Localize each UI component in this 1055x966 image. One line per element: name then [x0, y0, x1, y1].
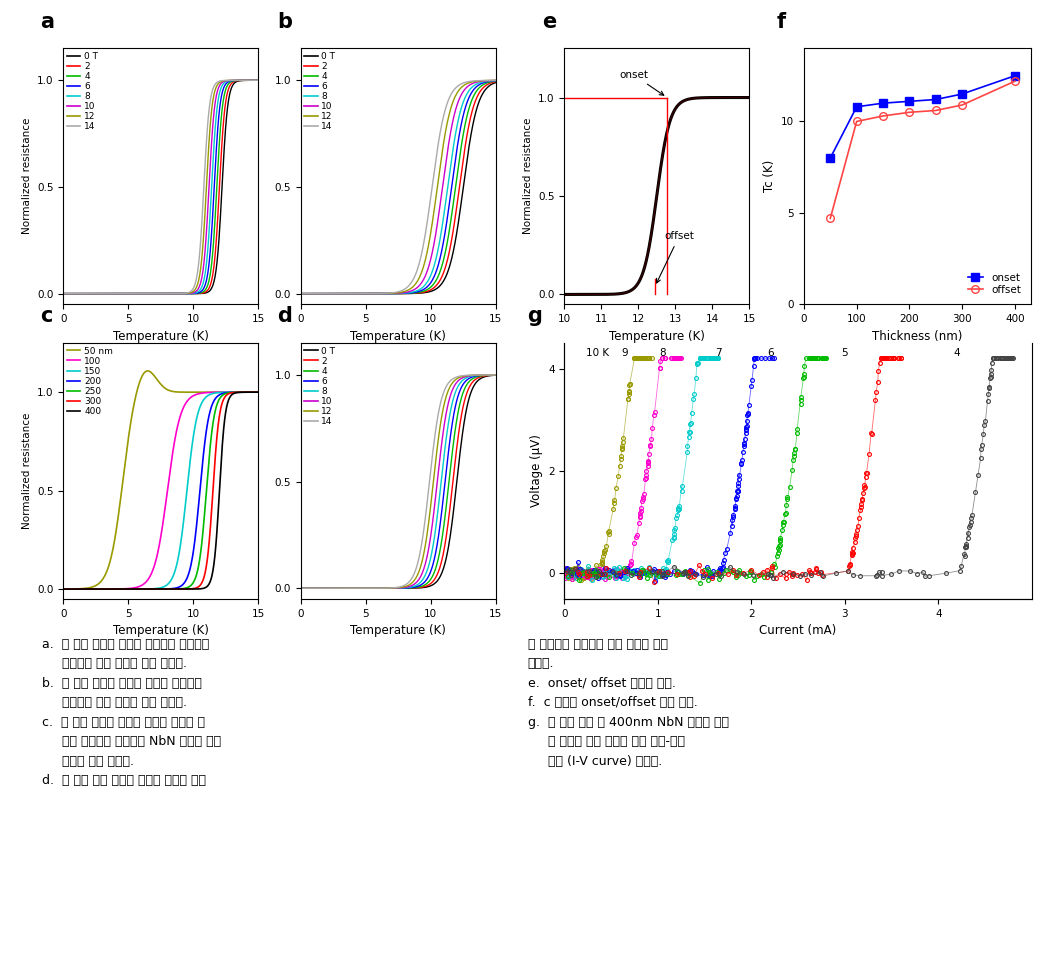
- Text: 10 K: 10 K: [586, 348, 609, 357]
- onset: [877, 98, 889, 109]
- onset: [824, 153, 837, 164]
- X-axis label: Temperature (K): Temperature (K): [609, 329, 705, 343]
- onset: [850, 101, 863, 113]
- X-axis label: Temperature (K): Temperature (K): [350, 329, 446, 343]
- Text: 7: 7: [715, 348, 722, 357]
- Y-axis label: Tc (K): Tc (K): [763, 160, 775, 192]
- Legend: 0 T, 2, 4, 6, 8, 10, 12, 14: 0 T, 2, 4, 6, 8, 10, 12, 14: [66, 51, 99, 132]
- Text: 서 나타나는 자기장에 따른 초전도 전이
그래프.
e.  onset/ offset 온도의 정의.
f.  c 자료의 onset/offset 온도 자: 서 나타나는 자기장에 따른 초전도 전이 그래프. e. onset/ off…: [528, 638, 729, 768]
- Text: d: d: [277, 306, 292, 327]
- Text: a: a: [40, 12, 54, 32]
- Legend: 0 T, 2, 4, 6, 8, 10, 12, 14: 0 T, 2, 4, 6, 8, 10, 12, 14: [304, 346, 337, 427]
- Text: b: b: [277, 12, 292, 32]
- X-axis label: Current (mA): Current (mA): [760, 624, 837, 638]
- Text: e: e: [542, 12, 557, 32]
- Text: 6: 6: [767, 348, 773, 357]
- X-axis label: Temperature (K): Temperature (K): [113, 329, 209, 343]
- Legend: 0 T, 2, 4, 6, 8, 10, 12, 14: 0 T, 2, 4, 6, 8, 10, 12, 14: [304, 51, 337, 132]
- Text: g: g: [528, 306, 542, 327]
- Text: 9: 9: [621, 348, 629, 357]
- offset: [956, 99, 968, 111]
- offset: [1009, 75, 1021, 87]
- offset: [824, 213, 837, 224]
- onset: [1009, 70, 1021, 81]
- X-axis label: Temperature (K): Temperature (K): [350, 624, 446, 638]
- Text: offset: offset: [656, 231, 694, 283]
- Y-axis label: Normalized resistance: Normalized resistance: [522, 118, 533, 235]
- Y-axis label: Normalized resistance: Normalized resistance: [21, 412, 32, 529]
- offset: [903, 106, 916, 118]
- Line: offset: offset: [826, 77, 1019, 222]
- onset: [903, 96, 916, 107]
- Text: c: c: [40, 306, 53, 327]
- Text: 4: 4: [954, 348, 960, 357]
- Legend: onset, offset: onset, offset: [963, 269, 1025, 299]
- offset: [877, 110, 889, 122]
- onset: [929, 94, 942, 105]
- Text: 5: 5: [842, 348, 848, 357]
- offset: [929, 104, 942, 116]
- X-axis label: Thickness (nm): Thickness (nm): [872, 329, 962, 343]
- Legend: 50 nm, 100, 150, 200, 250, 300, 400: 50 nm, 100, 150, 200, 250, 300, 400: [66, 346, 114, 417]
- Y-axis label: Voltage (μV): Voltage (μV): [530, 435, 542, 507]
- Text: f: f: [776, 12, 786, 32]
- Line: onset: onset: [826, 71, 1019, 162]
- onset: [956, 88, 968, 99]
- X-axis label: Temperature (K): Temperature (K): [113, 624, 209, 638]
- Y-axis label: Normalized resistance: Normalized resistance: [21, 118, 32, 235]
- Text: a.  한 장의 초전도 나노선 시트에서 나타나는
     자기장에 따른 초전도 전이 그래프.
b.  한 장의 초전도 나노선 실에서 나타나는
  : a. 한 장의 초전도 나노선 시트에서 나타나는 자기장에 따른 초전도 전이…: [42, 638, 222, 787]
- offset: [850, 116, 863, 128]
- Text: onset: onset: [619, 70, 664, 96]
- Text: 8: 8: [659, 348, 666, 357]
